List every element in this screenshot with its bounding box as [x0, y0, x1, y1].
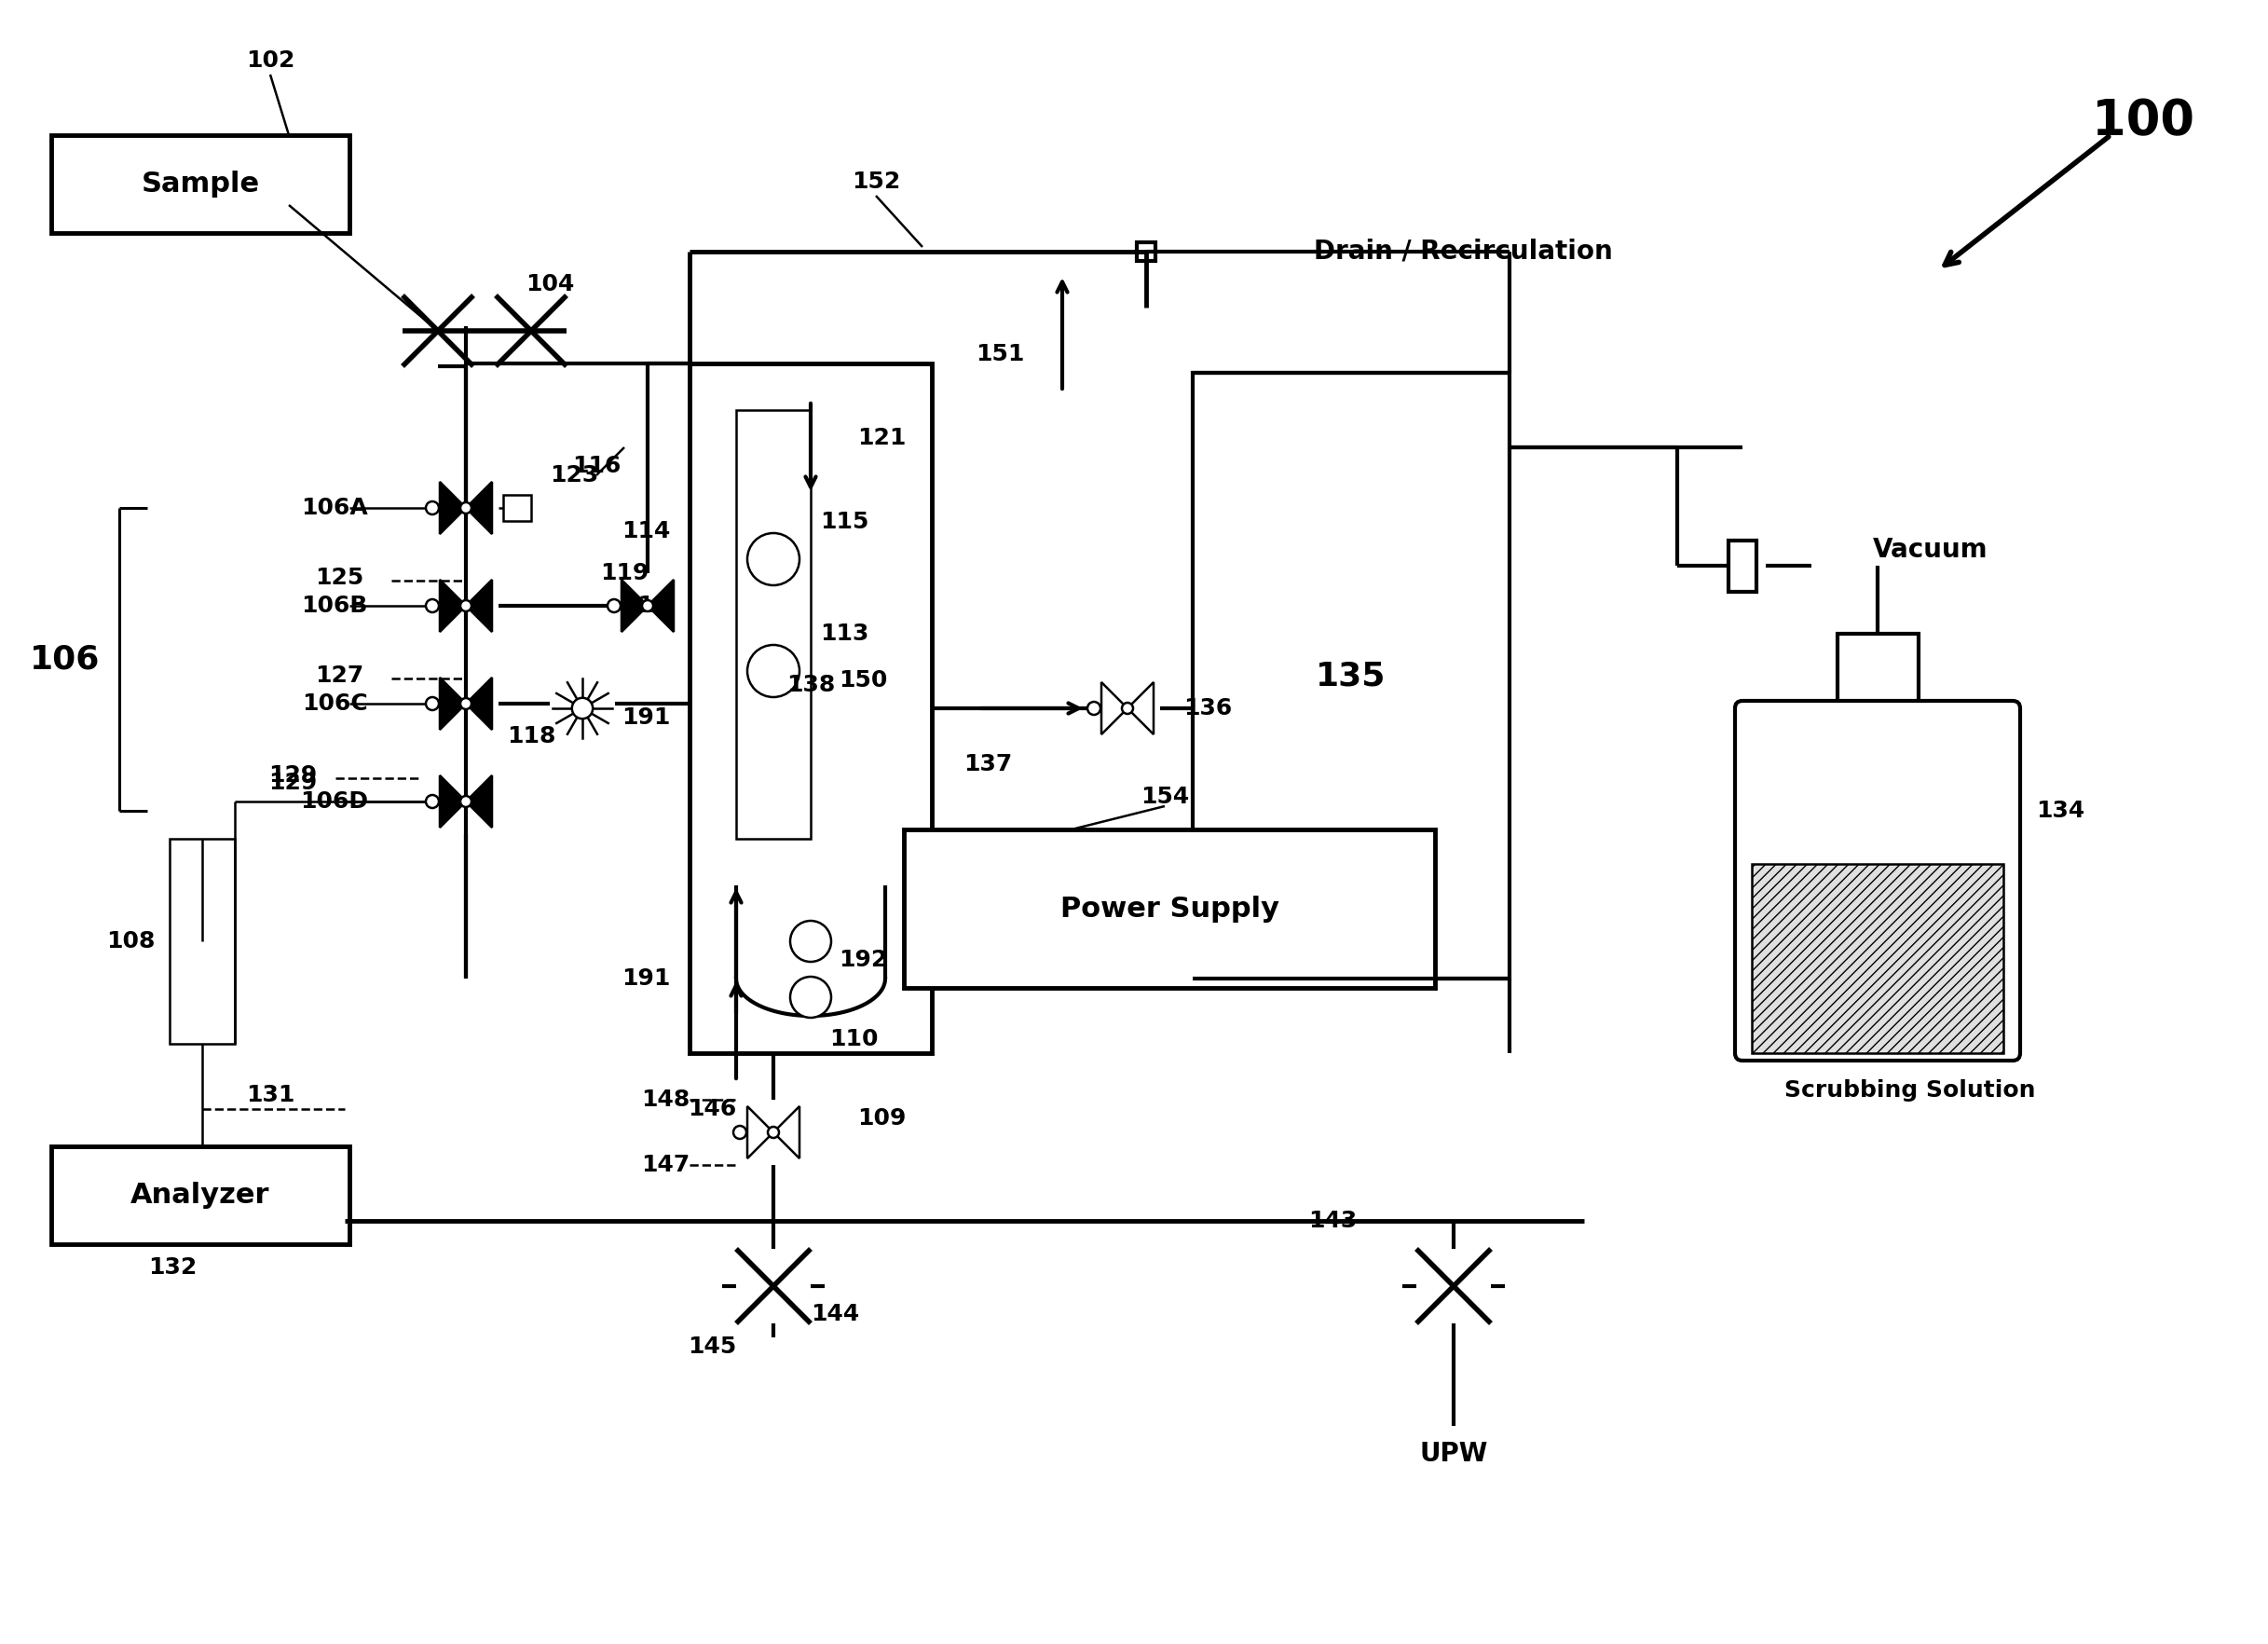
Bar — [1193, 373, 1510, 978]
Text: 108: 108 — [107, 931, 154, 952]
Text: 144: 144 — [810, 1304, 860, 1325]
Text: 154: 154 — [1141, 786, 1188, 807]
Text: 106D: 106D — [299, 791, 367, 812]
Text: 118: 118 — [506, 725, 556, 748]
Text: 110: 110 — [830, 1028, 878, 1051]
Text: 106C: 106C — [302, 692, 367, 715]
Circle shape — [746, 644, 801, 697]
Bar — [52, 1146, 349, 1245]
Circle shape — [426, 697, 440, 710]
Circle shape — [1086, 702, 1100, 715]
Text: 136: 136 — [1184, 697, 1232, 720]
Text: 106B: 106B — [302, 595, 367, 616]
Text: 152: 152 — [850, 171, 900, 192]
Text: 114: 114 — [621, 520, 671, 543]
Polygon shape — [465, 677, 492, 730]
Text: 116: 116 — [572, 455, 621, 477]
Text: 135: 135 — [1315, 659, 1386, 692]
Polygon shape — [440, 482, 465, 534]
Circle shape — [426, 501, 440, 515]
Text: 125: 125 — [315, 567, 363, 589]
Text: 102: 102 — [245, 49, 295, 72]
Circle shape — [608, 600, 621, 612]
Text: 150: 150 — [839, 669, 887, 692]
FancyBboxPatch shape — [1735, 700, 2021, 1060]
Text: Analyzer: Analyzer — [132, 1182, 270, 1208]
Polygon shape — [649, 580, 674, 631]
Circle shape — [733, 1126, 746, 1139]
Circle shape — [642, 600, 653, 612]
Bar — [1751, 863, 2003, 1054]
Polygon shape — [746, 1106, 773, 1159]
Polygon shape — [621, 580, 649, 631]
Text: 121: 121 — [857, 427, 905, 449]
Circle shape — [789, 921, 830, 962]
Circle shape — [460, 699, 472, 709]
Bar — [905, 830, 1436, 988]
Bar — [170, 838, 236, 1044]
Polygon shape — [440, 677, 465, 730]
Bar — [503, 495, 531, 521]
Text: 112: 112 — [621, 595, 671, 616]
Text: 106: 106 — [29, 643, 100, 676]
Text: 145: 145 — [687, 1335, 737, 1358]
Circle shape — [460, 796, 472, 807]
Circle shape — [460, 503, 472, 513]
Text: 100: 100 — [2091, 97, 2195, 145]
Circle shape — [460, 600, 472, 612]
Text: 192: 192 — [839, 949, 887, 972]
Text: 129: 129 — [268, 771, 318, 794]
Circle shape — [789, 977, 830, 1018]
Text: 134: 134 — [2037, 799, 2084, 822]
Text: 138: 138 — [787, 674, 835, 695]
Text: 129: 129 — [268, 764, 318, 786]
Bar — [1136, 242, 1154, 261]
Polygon shape — [465, 482, 492, 534]
Circle shape — [426, 600, 440, 612]
Polygon shape — [773, 1106, 801, 1159]
Text: 106A: 106A — [302, 496, 367, 520]
Text: 191: 191 — [621, 967, 671, 990]
Bar — [737, 409, 810, 838]
Text: 137: 137 — [964, 753, 1012, 776]
Polygon shape — [1102, 682, 1127, 735]
Bar — [689, 363, 932, 1054]
Text: Sample: Sample — [141, 171, 259, 197]
Text: UPW: UPW — [1420, 1440, 1488, 1466]
Polygon shape — [440, 580, 465, 631]
Text: 104: 104 — [526, 273, 574, 296]
Text: 146: 146 — [687, 1098, 737, 1120]
Text: 147: 147 — [642, 1154, 689, 1175]
Text: 143: 143 — [1309, 1210, 1356, 1231]
Text: Power Supply: Power Supply — [1059, 896, 1279, 922]
Text: 113: 113 — [821, 623, 869, 644]
Circle shape — [746, 533, 801, 585]
Polygon shape — [465, 580, 492, 631]
Polygon shape — [465, 776, 492, 827]
Text: 127: 127 — [315, 664, 363, 687]
Bar — [1837, 633, 1919, 718]
Text: 119: 119 — [601, 562, 649, 584]
Polygon shape — [1127, 682, 1154, 735]
Text: 151: 151 — [975, 344, 1025, 365]
Text: 148: 148 — [642, 1088, 689, 1111]
Text: 123: 123 — [549, 464, 599, 487]
Circle shape — [1123, 702, 1134, 713]
Polygon shape — [440, 776, 465, 827]
Text: 131: 131 — [245, 1083, 295, 1106]
Circle shape — [769, 1126, 778, 1138]
Circle shape — [426, 796, 440, 807]
Bar — [52, 135, 349, 233]
Text: 109: 109 — [857, 1106, 905, 1129]
Bar — [1728, 541, 1755, 592]
Text: Scrubbing Solution: Scrubbing Solution — [1785, 1078, 2037, 1101]
Text: 132: 132 — [147, 1256, 197, 1279]
Circle shape — [572, 697, 592, 718]
Text: 191: 191 — [621, 707, 671, 728]
Text: Drain / Recirculation: Drain / Recirculation — [1313, 238, 1613, 265]
Text: 115: 115 — [821, 511, 869, 533]
Text: Vacuum: Vacuum — [1873, 538, 1989, 562]
